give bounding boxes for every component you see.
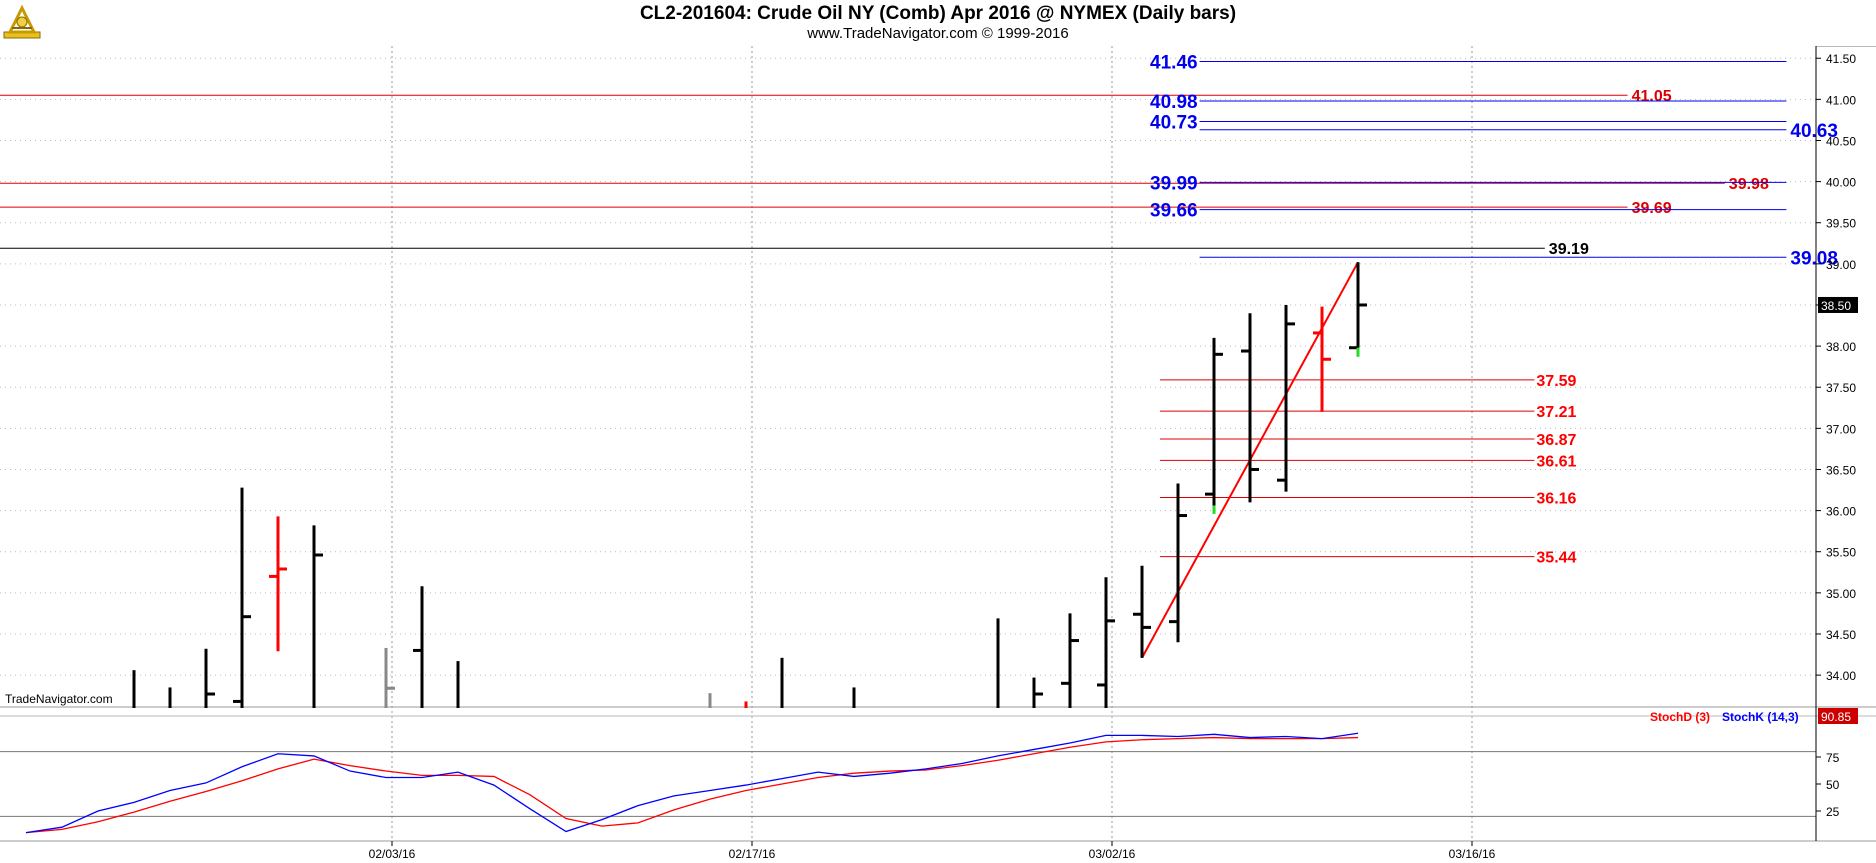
retracement-label: 35.44: [1536, 550, 1576, 567]
red-level-label: 39.98: [1729, 176, 1769, 193]
axes: 41.50 41.00 40.50 40.00 39.50 39.00 38.50 38.00…: [369, 46, 1858, 861]
watermark: TradeNavigator.com: [5, 692, 113, 706]
stoch-y-tick-label: 75: [1826, 751, 1840, 765]
y-tick-label: 41.50: [1826, 52, 1856, 66]
stoch-y-tick-label: 50: [1826, 778, 1840, 792]
y-tick-label: 39.00: [1826, 258, 1856, 272]
y-tick-label: 37.00: [1826, 422, 1856, 436]
y-tick-label: 40.50: [1826, 134, 1856, 148]
blue-target-label: 40.63: [1790, 121, 1838, 142]
y-tick-label: 38.00: [1826, 340, 1856, 354]
y-tick-label: 35.00: [1826, 587, 1856, 601]
chart-header: CL2-201604: Crude Oil NY (Comb) Apr 2016…: [0, 0, 1876, 47]
y-tick-label: 36.00: [1826, 505, 1856, 519]
stoch-d-line: [25, 736, 1359, 834]
chart-subtitle: www.TradeNavigator.com © 1999-2016: [807, 25, 1069, 42]
y-tick-label: 37.50: [1826, 381, 1856, 395]
price-bars: [132, 262, 1367, 708]
retracement-label: 36.61: [1536, 453, 1576, 470]
black-level-label: 39.19: [1549, 241, 1589, 258]
x-tick-label: 02/17/16: [729, 847, 776, 861]
blue-target-label: 40.98: [1150, 92, 1198, 113]
stoch-d-legend: StochD (3): [1650, 710, 1710, 724]
last-price-box: [1818, 296, 1858, 313]
red-level-label: 41.05: [1632, 88, 1672, 105]
y-tick-label: 41.00: [1826, 93, 1856, 107]
retracement-label: 37.21: [1536, 404, 1576, 421]
stoch-y-tick-label: 25: [1826, 805, 1840, 819]
stochastic-panel: StochD (3) StochK (14,3): [0, 710, 1816, 834]
blue-target-label: 39.08: [1790, 248, 1838, 269]
x-tick-label: 02/03/16: [369, 847, 416, 861]
y-tick-label: 39.50: [1826, 217, 1856, 231]
y-tick-label: 40.00: [1826, 176, 1856, 190]
chart-title: CL2-201604: Crude Oil NY (Comb) Apr 2016…: [639, 3, 1237, 24]
blue-target-label: 41.46: [1150, 53, 1198, 74]
last-stoch-label: 90.85: [1821, 710, 1851, 724]
retracement-label: 36.87: [1536, 432, 1576, 449]
sextant-logo-icon: [3, 4, 41, 39]
blue-target-label: 39.66: [1150, 201, 1198, 222]
grid: [0, 46, 1876, 842]
retracement-label: 37.59: [1536, 373, 1576, 390]
last-stoch-box: [1818, 708, 1858, 724]
y-tick-label: 34.00: [1826, 669, 1856, 683]
y-tick-label: 36.50: [1826, 463, 1856, 477]
y-tick-label: 34.50: [1826, 628, 1856, 642]
red-level-label: 39.69: [1632, 200, 1672, 217]
x-tick-label: 03/02/16: [1089, 847, 1136, 861]
stoch-k-legend: StochK (14,3): [1722, 710, 1799, 724]
blue-target-label: 40.73: [1150, 113, 1198, 134]
stoch-k-line: [25, 732, 1359, 834]
retracement-label: 36.16: [1536, 490, 1576, 507]
x-tick-label: 03/16/16: [1449, 847, 1496, 861]
last-price-label: 38.50: [1821, 299, 1851, 313]
blue-target-label: 39.99: [1150, 173, 1198, 194]
y-tick-label: 35.50: [1826, 546, 1856, 560]
